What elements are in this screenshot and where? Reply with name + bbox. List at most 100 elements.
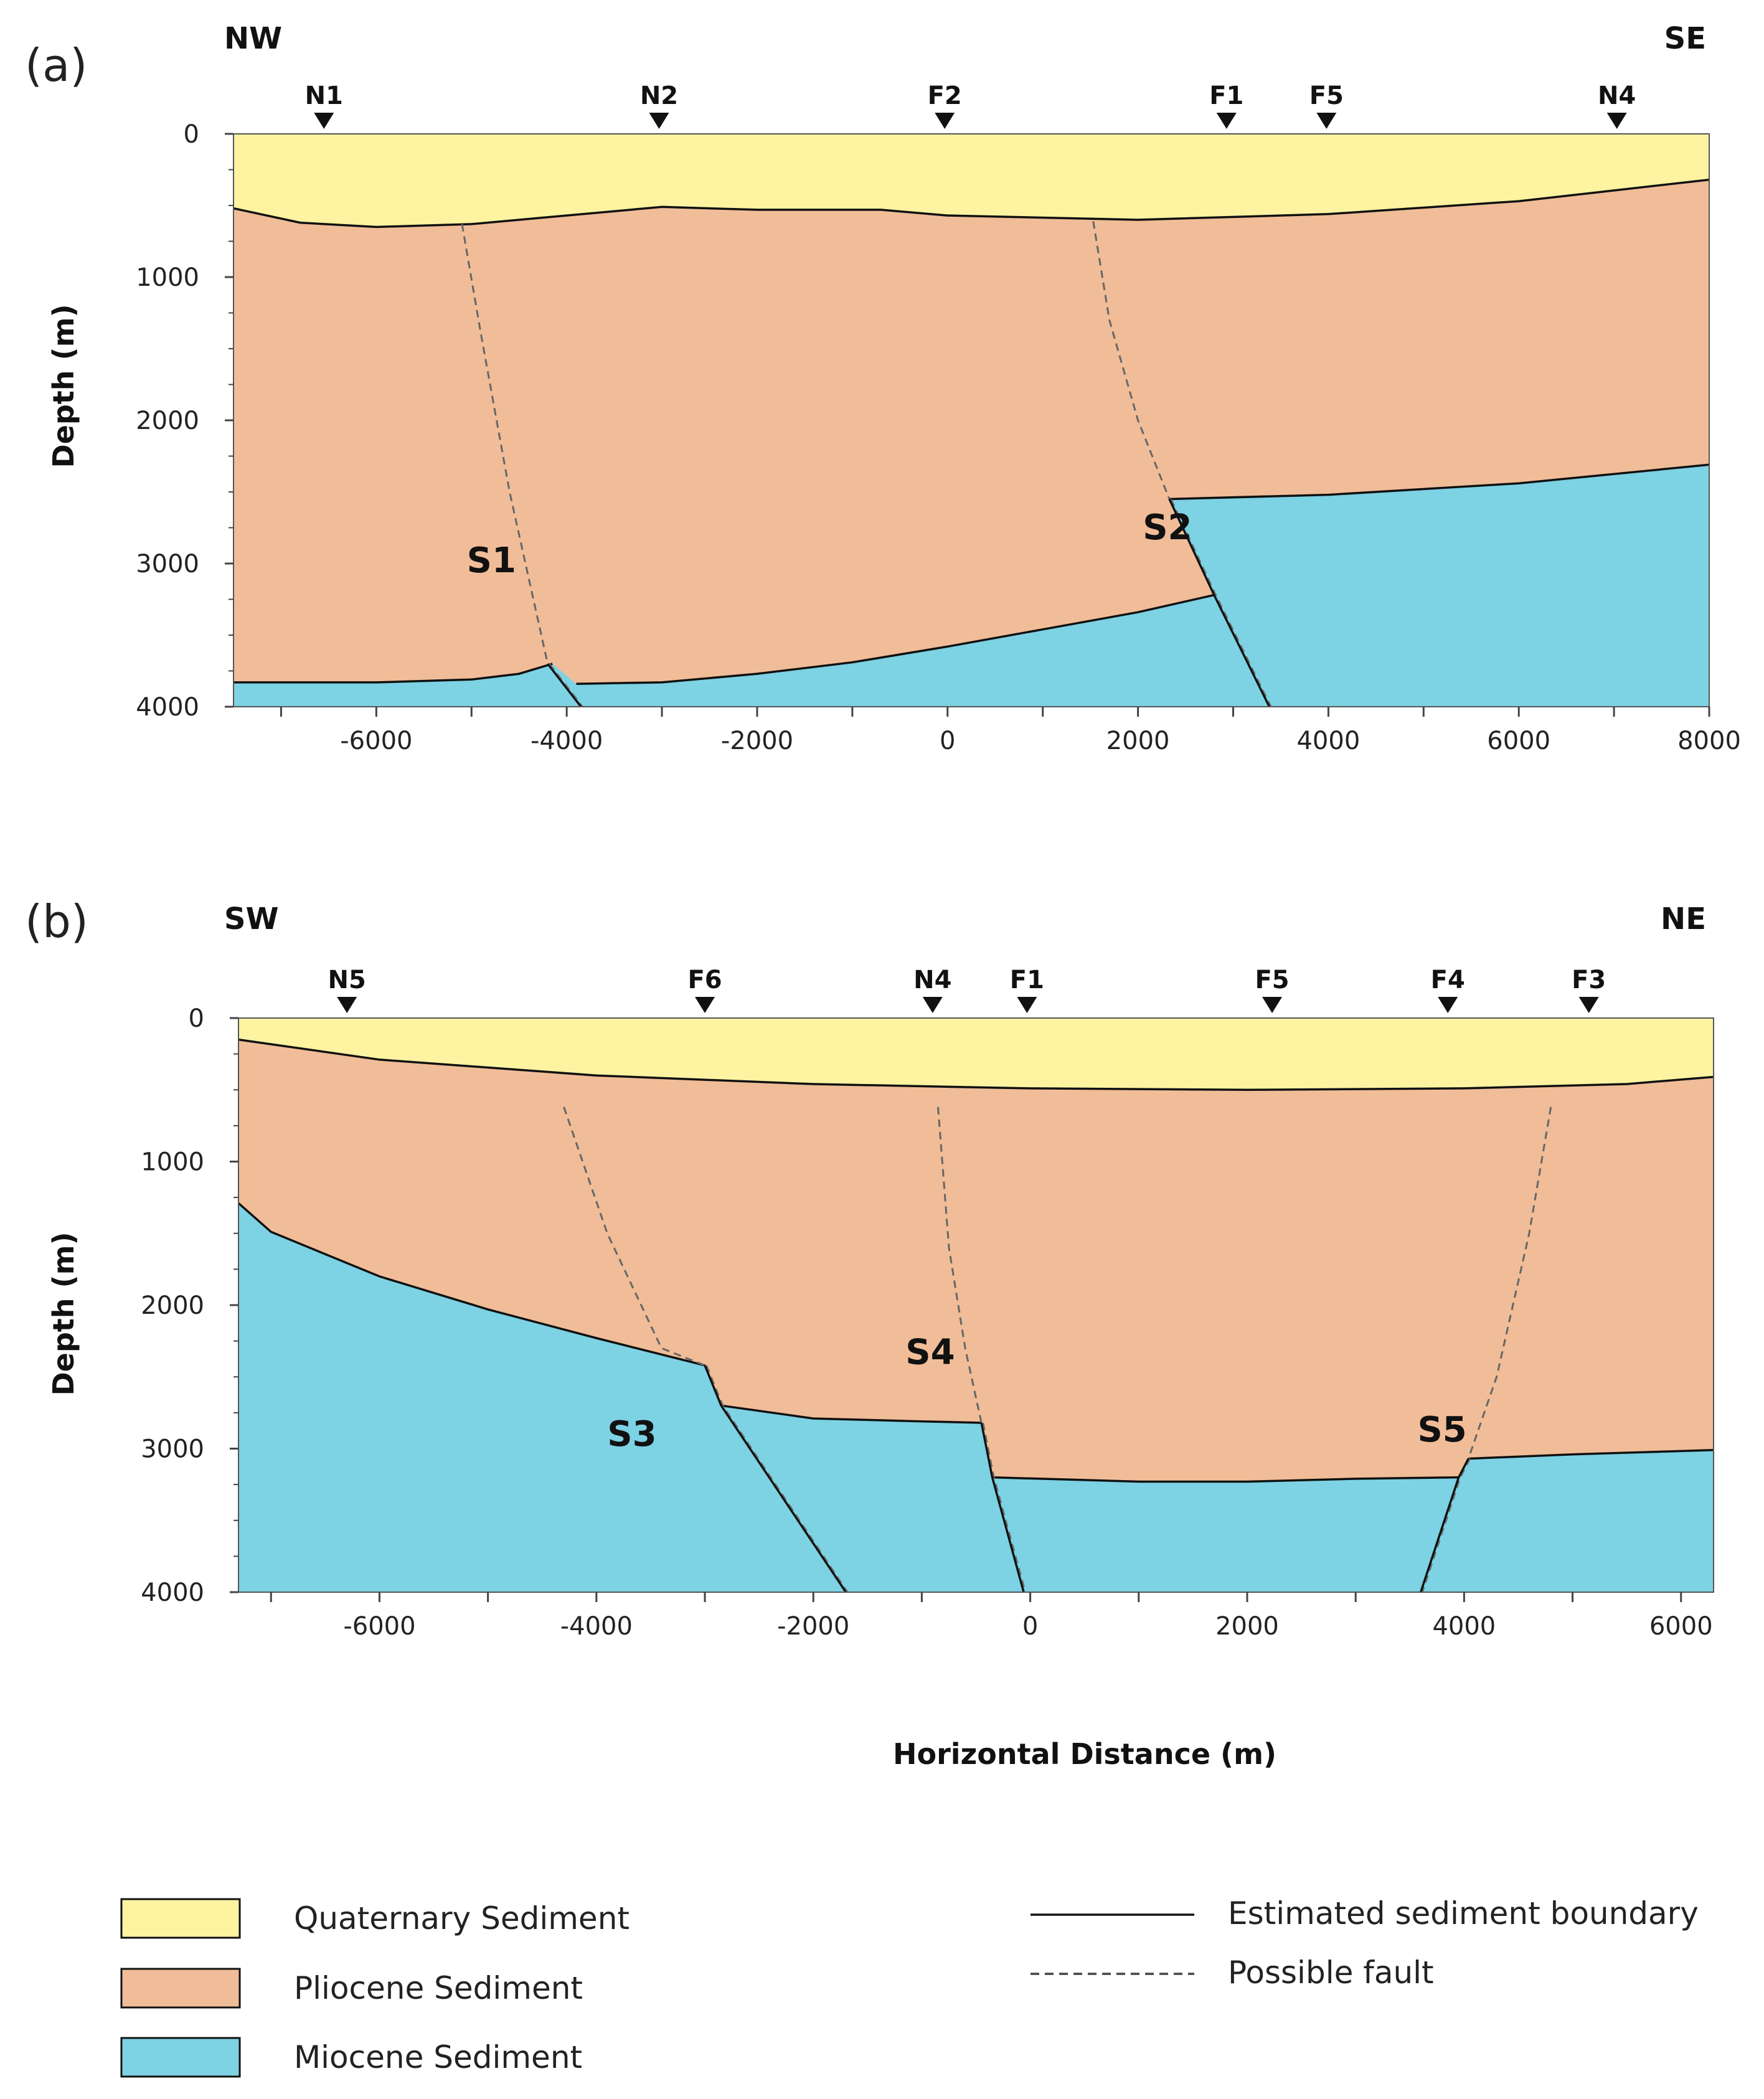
panel-b-station-label-F1: F1 bbox=[1010, 966, 1044, 994]
panel-b-fault-S4-lower bbox=[980, 1422, 1025, 1592]
panel-b-quaternary-boundary bbox=[238, 1038, 1714, 1092]
panel-b-station-label-N4: N4 bbox=[913, 966, 951, 994]
panel-a-quaternary-layer bbox=[233, 134, 1709, 227]
panel-b-pliocene-boundary-3 bbox=[992, 1476, 1459, 1483]
panel-a-station-label-N4: N4 bbox=[1598, 82, 1636, 110]
panel-b-fault-S5-lower-dash bbox=[1422, 1458, 1471, 1592]
panel-b-x-tick-label: -2000 bbox=[777, 1612, 849, 1641]
panel-a-fault-label-S2: S2 bbox=[1143, 507, 1192, 548]
panel-a-station-marker-N4 bbox=[1606, 113, 1627, 129]
panel-b-quaternary-layer bbox=[238, 1018, 1714, 1090]
panel-b-pliocene-boundary-4 bbox=[1468, 1449, 1714, 1460]
legend-swatch-miocene bbox=[120, 2037, 241, 2078]
legend-label-quaternary: Quaternary Sediment bbox=[294, 1900, 630, 1936]
panel-b-fault-label-S4: S4 bbox=[905, 1333, 955, 1373]
panel-b-fault-S4-upper bbox=[937, 1106, 983, 1423]
panel-a-fault-S2-lower-dash bbox=[1171, 499, 1272, 707]
panel-a-x-tick-label: 0 bbox=[940, 727, 955, 755]
panel-a-fault-S1-lower-dash bbox=[549, 663, 583, 707]
panel-b-y-axis-title: Depth (m) bbox=[47, 1232, 80, 1395]
panel-a-station-label-F2: F2 bbox=[928, 82, 962, 110]
panel-a-x-tick-label: 6000 bbox=[1487, 727, 1550, 755]
panel-a-direction-right: SE bbox=[1664, 21, 1706, 56]
panel-a-fault-S1-lower bbox=[547, 663, 582, 707]
panel-b-label: (b) bbox=[25, 895, 88, 948]
legend-label-fault: Possible fault bbox=[1228, 1955, 1434, 1991]
legend-label-boundary: Estimated sediment boundary bbox=[1228, 1895, 1699, 1932]
panel-b-station-label-F6: F6 bbox=[687, 966, 722, 994]
panel-a-x-tick-label: 2000 bbox=[1106, 727, 1170, 755]
panel-b-station-marker-F3 bbox=[1578, 997, 1599, 1013]
panel-b-station-marker-N5 bbox=[337, 997, 357, 1013]
panel-b-fault-S3-lower-dash bbox=[706, 1365, 849, 1592]
panel-b-x-tick-label: 6000 bbox=[1649, 1612, 1713, 1641]
panel-b-fault-S3-lower bbox=[704, 1365, 847, 1592]
panel-a-fault-label-S1: S1 bbox=[467, 540, 516, 581]
panel-b-direction-left: SW bbox=[224, 902, 279, 936]
panel-b-fault-S5-upper bbox=[1467, 1106, 1552, 1460]
legend-swatch-quaternary bbox=[120, 1898, 241, 1939]
panel-b-x-tick-label: -4000 bbox=[560, 1612, 633, 1641]
panel-a-station-marker-F1 bbox=[1216, 113, 1237, 129]
panel-b-y-tick-label: 4000 bbox=[141, 1578, 204, 1607]
panel-b-station-label-F3: F3 bbox=[1572, 966, 1606, 994]
panel-b-x-tick-label: -6000 bbox=[343, 1612, 415, 1641]
panel-b-y-tick-label: 1000 bbox=[141, 1148, 204, 1177]
panel-b-y-tick-label: 3000 bbox=[141, 1435, 204, 1464]
panel-b-y-tick-label: 0 bbox=[189, 1004, 204, 1033]
panel-a-pliocene-layer bbox=[233, 134, 1709, 684]
panel-b-fault-label-S5: S5 bbox=[1417, 1410, 1466, 1450]
panel-a-y-tick-label: 3000 bbox=[136, 550, 199, 578]
panel-b-pliocene-boundary-2 bbox=[720, 1404, 982, 1424]
panel-a-y-tick-label: 4000 bbox=[136, 693, 199, 722]
panel-b-fault-S4-lower-dash bbox=[983, 1422, 1027, 1592]
legend-swatch-pliocene bbox=[120, 1968, 241, 2009]
legend-label-miocene: Miocene Sediment bbox=[294, 2039, 582, 2075]
panel-b-station-marker-F1 bbox=[1017, 997, 1037, 1013]
panel-b-station-marker-F4 bbox=[1438, 997, 1458, 1013]
panel-b-pliocene-layer bbox=[238, 1018, 1714, 1482]
panel-a-station-marker-F2 bbox=[935, 113, 955, 129]
panel-b-x-tick-label: 4000 bbox=[1432, 1612, 1496, 1641]
panel-a-x-tick-label: -2000 bbox=[721, 727, 793, 755]
panel-b-x-axis-title: Horizontal Distance (m) bbox=[893, 1737, 1276, 1771]
panel-a-fault-S2-upper bbox=[1092, 221, 1171, 500]
panel-b-station-marker-N4 bbox=[922, 997, 943, 1013]
panel-a-direction-left: NW bbox=[224, 21, 282, 56]
panel-b-station-marker-F5 bbox=[1262, 997, 1283, 1013]
legend: Quaternary Sediment Pliocene Sediment Mi… bbox=[120, 1895, 1699, 2078]
panel-a-x-tick-label: -4000 bbox=[531, 727, 603, 755]
panel-b-station-label-F4: F4 bbox=[1431, 966, 1465, 994]
panel-a-label: (a) bbox=[25, 39, 87, 92]
panel-b-x-tick-label: 2000 bbox=[1215, 1612, 1279, 1641]
panel-a-pliocene-boundary-3 bbox=[1169, 463, 1709, 501]
panel-a-station-label-F1: F1 bbox=[1209, 82, 1243, 110]
panel-b-station-marker-F6 bbox=[695, 997, 715, 1013]
panel-b-fault-S5-lower bbox=[1420, 1458, 1469, 1592]
panel-a-y-tick-label: 2000 bbox=[136, 407, 199, 435]
panel-b-plot-area bbox=[238, 1018, 1714, 1592]
panel-a-x-tick-label: -6000 bbox=[340, 727, 412, 755]
panel-a-station-label-N1: N1 bbox=[305, 82, 343, 110]
panel-b-cross-section: (b) SW NE Depth (m) Horizontal Distance … bbox=[25, 895, 1714, 1771]
panel-a-station-marker-F5 bbox=[1316, 113, 1337, 129]
panel-b-station-label-N5: N5 bbox=[328, 966, 366, 994]
panel-a-station-label-N2: N2 bbox=[640, 82, 678, 110]
panel-b-y-tick-label: 2000 bbox=[141, 1291, 204, 1320]
panel-a-pliocene-boundary-1 bbox=[233, 663, 553, 684]
panel-b-x-tick-label: 0 bbox=[1022, 1612, 1038, 1641]
panel-b-fault-S3-upper bbox=[563, 1106, 705, 1367]
panel-a-fault-S2-lower bbox=[1168, 498, 1271, 707]
panel-a-station-marker-N2 bbox=[649, 113, 669, 129]
panel-a-station-marker-N1 bbox=[314, 113, 334, 129]
panel-a-fault-S1-upper bbox=[461, 224, 549, 664]
legend-label-pliocene: Pliocene Sediment bbox=[294, 1970, 583, 2006]
panel-a-pliocene-boundary-2 bbox=[576, 593, 1215, 685]
panel-b-fault-label-S3: S3 bbox=[607, 1414, 656, 1455]
panel-a-x-tick-label: 8000 bbox=[1677, 727, 1741, 755]
panel-a-plot-area bbox=[233, 134, 1709, 707]
panel-a-y-tick-label: 0 bbox=[184, 120, 199, 149]
panel-b-station-label-F5: F5 bbox=[1255, 966, 1289, 994]
panel-a-quaternary-boundary bbox=[233, 178, 1709, 229]
